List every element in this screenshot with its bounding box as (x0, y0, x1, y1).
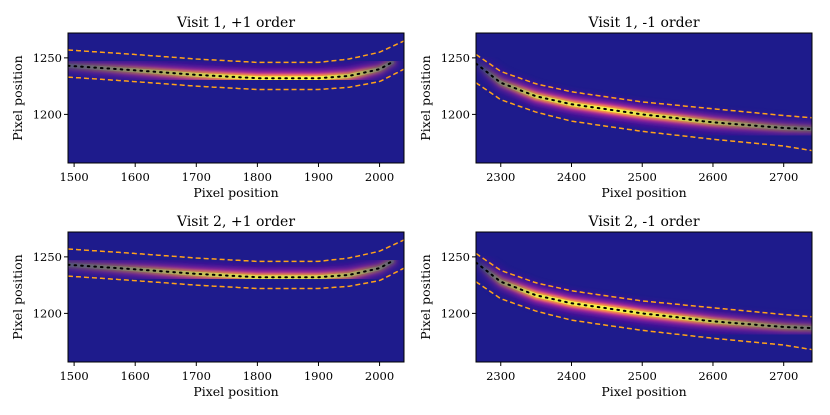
plot-area (68, 40, 404, 91)
aperture-upper-dashed-line (68, 40, 404, 64)
y-tick-label: 1200 (441, 107, 470, 121)
axes-frame (67, 32, 405, 164)
x-tick-label: 1600 (121, 170, 150, 184)
x-tick-label: 2300 (486, 369, 515, 383)
trace-center-dotted-line (476, 62, 812, 131)
plot-area (476, 53, 812, 152)
x-tick-label: 1800 (243, 369, 272, 383)
x-axis-label: Pixel position (601, 384, 686, 399)
x-tick-label: 2600 (698, 369, 727, 383)
y-axis-label: Pixel position (418, 55, 433, 140)
panel-title: Visit 2, -1 order (587, 214, 699, 230)
x-axis-label: Pixel position (193, 185, 278, 200)
y-tick-label: 1250 (441, 51, 470, 65)
x-tick-label: 1600 (121, 369, 150, 383)
x-tick-label: 1700 (182, 170, 211, 184)
x-tick-label: 2400 (557, 170, 586, 184)
x-tick-label: 1900 (304, 170, 333, 184)
x-tick-label: 2300 (486, 170, 515, 184)
panel-2: 2300 2400 2500 2600 2700 1200 1250 Visit 1, -1 … (418, 15, 813, 200)
y-tick-label: 1250 (33, 250, 62, 264)
aperture-upper-dashed-line (476, 252, 812, 318)
y-axis-label: Pixel position (418, 254, 433, 339)
heatmap-background (68, 33, 404, 163)
panel-4: 2300 2400 2500 2600 2700 1200 1250 Visit 2, -1 … (418, 214, 813, 399)
panel-1: 1500 1600 1700 1800 1900 2000 1200 1250 Visit 1,… (10, 15, 405, 200)
panel-3: 1500 1600 1700 1800 1900 2000 1200 1250 Visit 2,… (10, 214, 405, 399)
aperture-upper-dashed-line (476, 53, 812, 119)
x-tick-label: 2000 (365, 369, 394, 383)
x-tick-label: 2700 (769, 369, 798, 383)
aperture-lower-dashed-line (68, 68, 404, 91)
y-axis-label: Pixel position (10, 254, 25, 339)
x-tick-label: 1700 (182, 369, 211, 383)
x-axis-label: Pixel position (193, 384, 278, 399)
trace-center-dotted-line (68, 260, 393, 279)
y-tick-label: 1200 (33, 306, 62, 320)
axes-frame (475, 231, 813, 363)
y-tick-label: 1200 (33, 107, 62, 121)
aperture-lower-dashed-line (476, 82, 812, 152)
y-tick-label: 1200 (441, 306, 470, 320)
plot-area (476, 252, 812, 351)
x-tick-label: 1500 (59, 170, 88, 184)
x-tick-label: 2700 (769, 170, 798, 184)
y-tick-label: 1250 (33, 51, 62, 65)
heatmap-background (68, 232, 404, 362)
aperture-lower-dashed-line (476, 281, 812, 351)
plot-area (68, 239, 404, 290)
x-tick-label: 2500 (628, 170, 657, 184)
axes-frame (475, 32, 813, 164)
y-tick-label: 1250 (441, 250, 470, 264)
panel-title: Visit 1, +1 order (176, 15, 295, 31)
aperture-upper-dashed-line (68, 239, 404, 263)
axes-frame (67, 231, 405, 363)
x-tick-label: 2400 (557, 369, 586, 383)
trace-center-dotted-line (476, 261, 812, 330)
y-axis-label: Pixel position (10, 55, 25, 140)
x-tick-label: 1800 (243, 170, 272, 184)
x-tick-label: 2600 (698, 170, 727, 184)
trace-center-dotted-line (68, 61, 393, 80)
x-tick-label: 1500 (59, 369, 88, 383)
x-tick-label: 2500 (628, 369, 657, 383)
x-axis-label: Pixel position (601, 185, 686, 200)
x-tick-label: 1900 (304, 369, 333, 383)
x-tick-label: 2000 (365, 170, 394, 184)
aperture-lower-dashed-line (68, 267, 404, 290)
panel-title: Visit 1, -1 order (587, 15, 699, 31)
panel-title: Visit 2, +1 order (176, 214, 295, 230)
